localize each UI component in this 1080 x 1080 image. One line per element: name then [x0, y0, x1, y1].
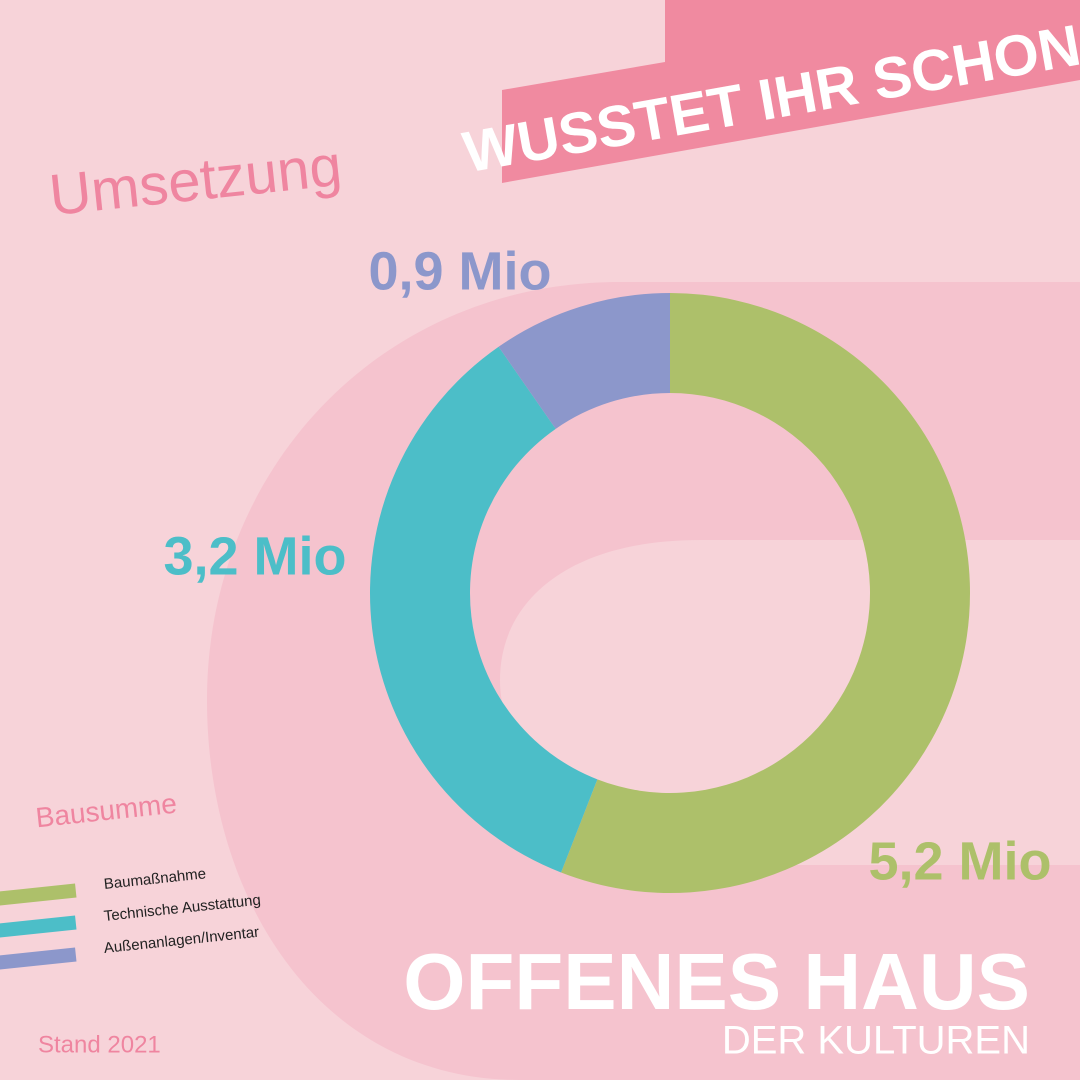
logo-line1: OFFENES HAUS — [403, 937, 1030, 1026]
logo-line2: DER KULTUREN — [722, 1019, 1030, 1063]
donut-segment — [498, 293, 670, 429]
donut-segment — [561, 293, 970, 893]
value-label: 3,2 Mio — [163, 526, 346, 586]
legend-swatch — [0, 947, 77, 971]
value-label: 5,2 Mio — [868, 831, 1051, 891]
donut-segment — [369, 346, 598, 873]
banner-shape — [502, 0, 1080, 183]
footnote: Stand 2021 — [38, 1031, 161, 1058]
legend-swatch — [0, 883, 77, 907]
legend-swatch — [0, 915, 77, 939]
value-label: 0,9 Mio — [368, 241, 551, 301]
